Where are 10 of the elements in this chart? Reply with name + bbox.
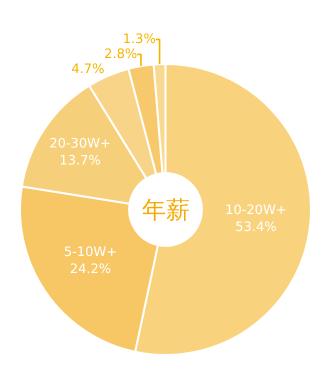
data-label: 2.8% bbox=[104, 46, 138, 62]
data-label: 24.2% bbox=[70, 262, 112, 277]
data-label: 4.7% bbox=[71, 62, 104, 77]
data-label: 53.4% bbox=[235, 220, 277, 235]
data-label: 1.3% bbox=[122, 32, 156, 47]
data-label: 13.7% bbox=[59, 153, 101, 168]
slice-label: 20-30W+ bbox=[49, 136, 111, 152]
slice-label: 10-20W+ bbox=[225, 203, 287, 218]
text: 年薪 bbox=[142, 196, 190, 224]
slice-label: 5-10W+ bbox=[64, 244, 118, 260]
